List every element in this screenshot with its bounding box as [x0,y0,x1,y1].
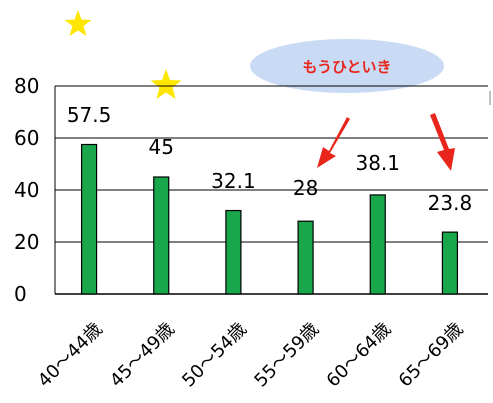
y-tick-label: 60 [14,126,39,150]
bar [441,231,459,295]
y-tick-label: 0 [14,282,27,306]
arrow-icon [317,117,350,168]
x-tick-label: 50～54歳 [178,319,251,392]
bar [153,176,170,295]
callout-text: もうひといき [302,58,391,76]
y-tick-label: 80 [14,74,39,98]
data-label: 32.1 [211,169,256,193]
data-label: 57.5 [67,103,112,127]
bar [225,209,242,295]
callout-bubble: もうひといき [250,39,444,93]
x-tick-label: 60～64歳 [323,319,396,392]
star-icon [64,10,92,36]
bar [297,220,314,295]
x-tick-label: 65～69歳 [395,319,468,392]
x-tick-label: 45～49歳 [106,319,179,392]
bar [80,143,98,295]
x-tick-label: 40～44歳 [34,319,107,392]
data-label: 28 [293,176,318,200]
y-tick-label: 20 [14,230,39,254]
data-label: 45 [149,135,174,159]
x-tick-label: 55～59歳 [250,319,323,392]
arrows [317,113,455,171]
arrow-icon [430,113,455,171]
y-tick-label: 40 [14,178,39,202]
data-label: 38.1 [355,151,400,175]
star-icon [150,69,182,99]
data-label: 23.8 [428,191,473,215]
bar [369,194,386,295]
